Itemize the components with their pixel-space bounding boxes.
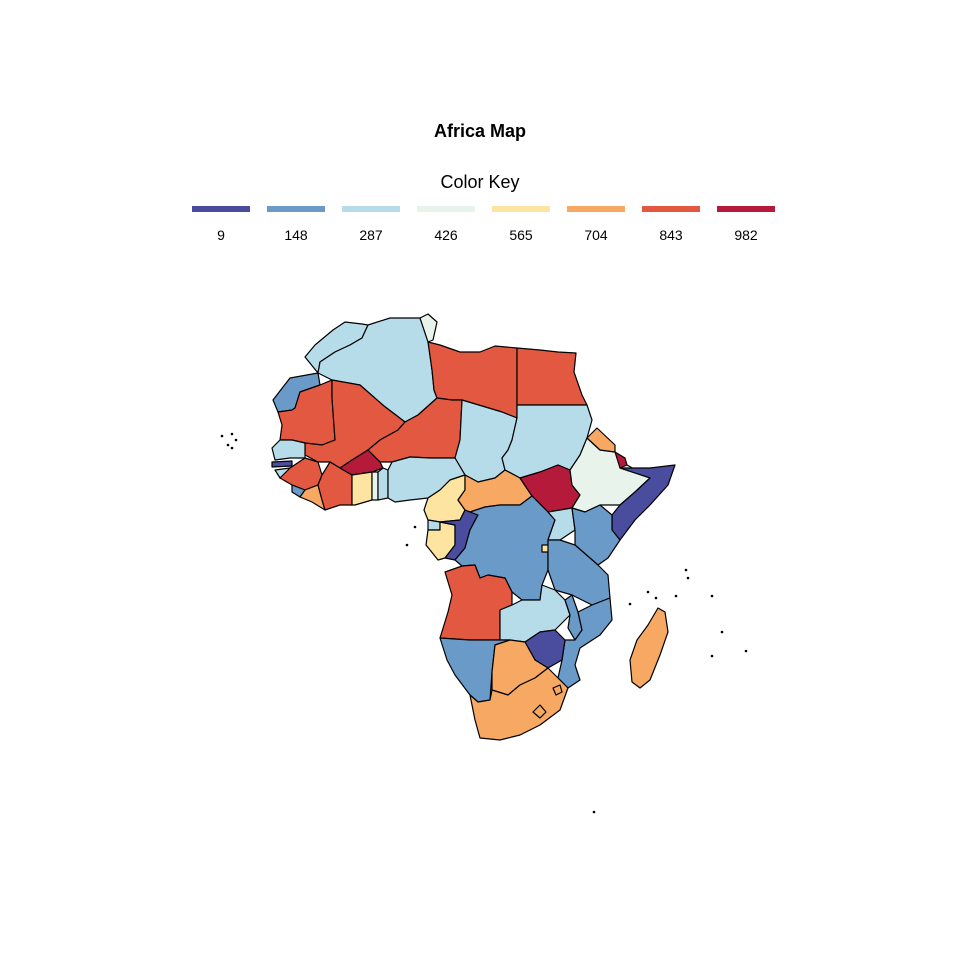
legend-item-982: 982: [717, 206, 775, 243]
region-kenya: [571, 504, 621, 566]
legend-swatch: [417, 206, 475, 212]
cape-verde-islands: [220, 432, 238, 450]
legend-swatch: [192, 206, 250, 212]
region-south-africa: [469, 667, 569, 741]
region-uganda: [547, 507, 576, 541]
legend-label: 148: [284, 227, 308, 243]
legend-label: 982: [734, 227, 758, 243]
region-tunisia: [419, 313, 438, 343]
legend-item-843: 843: [642, 206, 700, 243]
legend-swatch: [342, 206, 400, 212]
region-equatorial-guinea: [427, 519, 441, 531]
region-djibouti: [614, 451, 628, 469]
legend-label: 843: [659, 227, 683, 243]
legend-label: 704: [584, 227, 608, 243]
region-togo: [371, 471, 379, 501]
legend-item-565: 565: [492, 206, 550, 243]
legend-item-148: 148: [267, 206, 325, 243]
legend-swatch: [642, 206, 700, 212]
legend-swatch: [267, 206, 325, 212]
region-ghana: [351, 471, 373, 506]
legend-label: 565: [509, 227, 533, 243]
small-islands: [405, 525, 748, 814]
legend-item-704: 704: [567, 206, 625, 243]
region-egypt: [516, 347, 588, 406]
region-mozambique: [557, 597, 613, 689]
legend-item-9: 9: [192, 206, 250, 243]
region-eritrea: [586, 427, 616, 453]
region-namibia: [439, 637, 511, 703]
region-lesotho: [532, 704, 547, 719]
legend-item-287: 287: [342, 206, 400, 243]
region-eswatini: [552, 684, 563, 696]
legend-label: 287: [359, 227, 383, 243]
legend-label: 426: [434, 227, 458, 243]
legend-swatch: [717, 206, 775, 212]
map-title: Africa Map: [433, 121, 527, 141]
region-senegal: [271, 439, 306, 461]
legend-swatch: [567, 206, 625, 212]
color-key-title: Color Key: [440, 172, 520, 192]
region-gambia: [271, 460, 293, 468]
legend-label: 9: [217, 227, 225, 243]
legend-item-426: 426: [417, 206, 475, 243]
region-madagascar: [629, 607, 669, 689]
legend-swatch: [492, 206, 550, 212]
region-benin: [377, 467, 389, 501]
